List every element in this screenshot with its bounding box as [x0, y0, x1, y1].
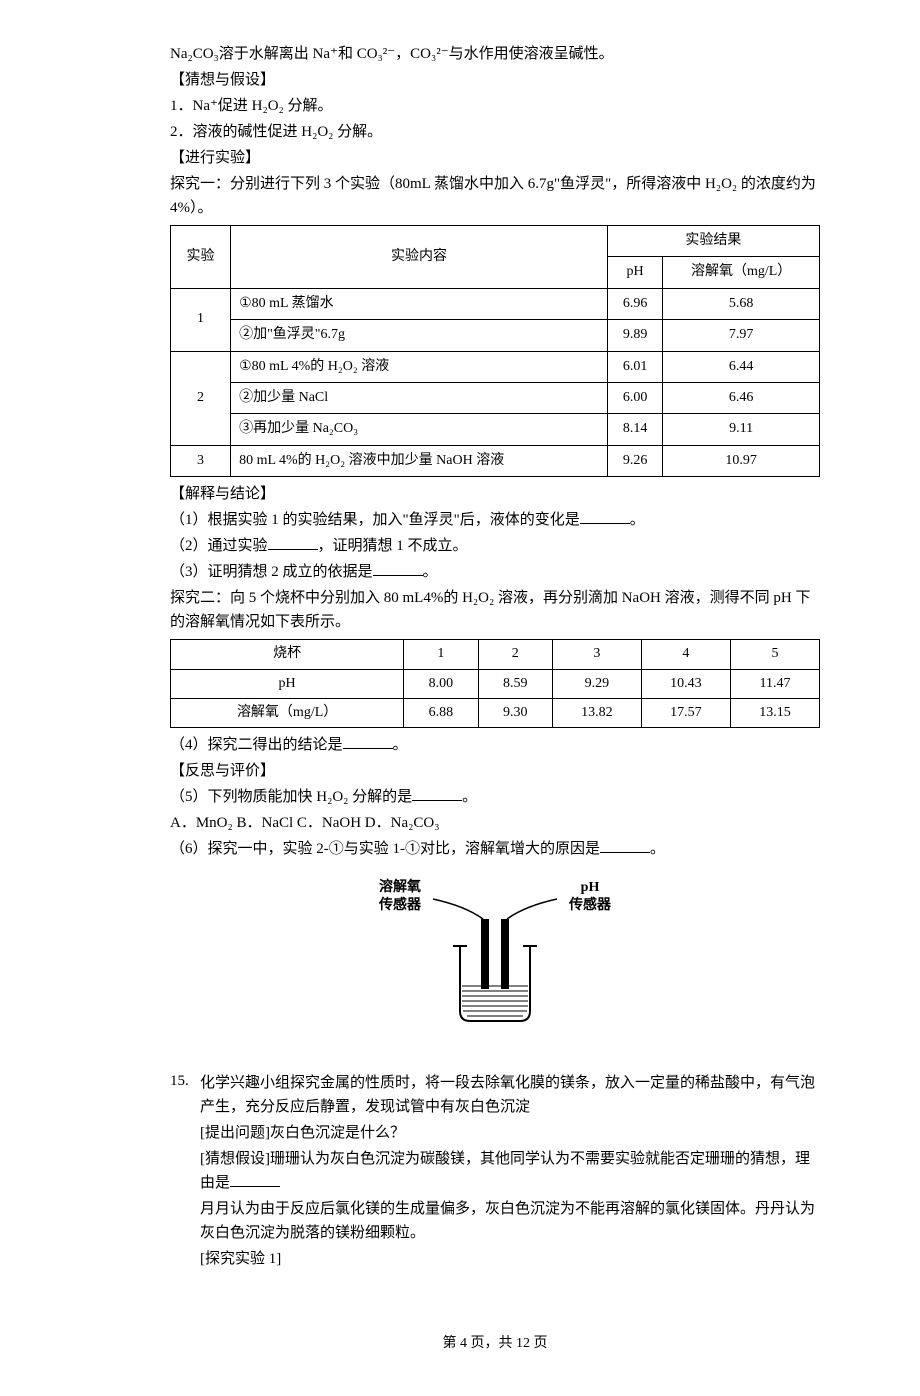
question-6: （6）探究一中，实验 2-①与实验 1-①对比，溶解氧增大的原因是 。	[170, 837, 820, 861]
t2-h2: 2	[478, 640, 552, 669]
t2-h0: 烧杯	[171, 640, 404, 669]
t1-r6-ph: 9.26	[607, 445, 662, 476]
t1-h-content: 实验内容	[231, 226, 608, 289]
page-footer: 第 4 页，共 12 页	[170, 1333, 820, 1355]
q3-text-a: （3）证明猜想 2 成立的依据是	[170, 564, 373, 580]
t2-h1: 1	[404, 640, 478, 669]
t1-r2-content: ②加"鱼浮灵"6.7g	[231, 320, 608, 351]
question-1: （1）根据实验 1 的实验结果，加入"鱼浮灵"后，液体的变化是 。	[170, 508, 820, 532]
t2-do4: 17.57	[641, 698, 730, 727]
t2-ph1: 8.00	[404, 669, 478, 698]
q15-number: 15.	[170, 1069, 200, 1093]
t1-r1-content: ①80 mL 蒸馏水	[231, 288, 608, 319]
q15-p3: [猜想假设]珊珊认为灰白色沉淀为碳酸镁，其他同学认为不需要实验就能否定珊珊的猜想…	[200, 1147, 820, 1195]
q4-blank[interactable]	[343, 734, 393, 749]
t2-do2: 9.30	[478, 698, 552, 727]
q2-text-a: （2）通过实验	[170, 538, 268, 554]
inquiry-1-intro: 探究一：分别进行下列 3 个实验（80mL 蒸馏水中加入 6.7g"鱼浮灵"，所…	[170, 172, 820, 220]
t1-r3-ph: 6.01	[607, 351, 662, 382]
heading-experiment: 【进行实验】	[170, 146, 820, 170]
t1-h-do: 溶解氧（mg/L）	[663, 257, 820, 288]
q15-p4: 月月认为由于反应后氯化镁的生成量偏多，灰白色沉淀为不能再溶解的氯化镁固体。丹丹认…	[200, 1197, 820, 1245]
heading-conclusion: 【解释与结论】	[170, 482, 820, 506]
t1-r6-content: 80 mL 4%的 H₂O₂ 溶液中加少量 NaOH 溶液	[231, 445, 608, 476]
q5-text-a: （5）下列物质能加快 H₂O₂ 分解的是	[170, 789, 412, 805]
sensor-diagram: 溶解氧 传感器 pH 传感器	[170, 871, 820, 1039]
question-2: （2）通过实验 ，证明猜想 1 不成立。	[170, 534, 820, 558]
t1-h-ph: pH	[607, 257, 662, 288]
t1-r4-content: ②加少量 NaCl	[231, 382, 608, 413]
q4-text-a: （4）探究二得出的结论是	[170, 737, 343, 753]
label-left-1: 溶解氧	[379, 878, 421, 895]
q15-blank[interactable]	[230, 1172, 280, 1187]
q6-blank[interactable]	[600, 838, 650, 853]
t2-ph0: pH	[171, 669, 404, 698]
intro-p0: Na₂CO₃溶于水解离出 Na⁺和 CO₃²⁻，CO₃²⁻与水作用使溶液呈碱性。	[170, 42, 820, 66]
q1-blank[interactable]	[580, 509, 630, 524]
question-3: （3）证明猜想 2 成立的依据是 。	[170, 560, 820, 584]
question-5-options: A．MnO₂ B．NaCl C．NaOH D．Na₂CO₃	[170, 811, 820, 835]
t2-ph2: 8.59	[478, 669, 552, 698]
t1-r3-content: ①80 mL 4%的 H₂O₂ 溶液	[231, 351, 608, 382]
t1-h-result: 实验结果	[607, 226, 819, 257]
t1-r2-ph: 9.89	[607, 320, 662, 351]
q15-p3a: [猜想假设]珊珊认为灰白色沉淀为碳酸镁，其他同学认为不需要实验就能否定珊珊的猜想…	[200, 1151, 810, 1191]
t1-exp1: 1	[171, 288, 231, 351]
question-4: （4）探究二得出的结论是 。	[170, 733, 820, 757]
experiment-table-1: 实验 实验内容 实验结果 pH 溶解氧（mg/L） 1 ①80 mL 蒸馏水 6…	[170, 225, 820, 477]
t2-h4: 4	[641, 640, 730, 669]
q2-text-b: ，证明猜想 1 不成立。	[318, 538, 468, 554]
t2-do3: 13.82	[552, 698, 641, 727]
t1-r4-do: 6.46	[663, 382, 820, 413]
t1-r5-do: 9.11	[663, 414, 820, 445]
t2-ph4: 10.43	[641, 669, 730, 698]
q1-text-a: （1）根据实验 1 的实验结果，加入"鱼浮灵"后，液体的变化是	[170, 512, 580, 528]
q5-text-b: 。	[462, 789, 477, 805]
heading-hypothesis: 【猜想与假设】	[170, 68, 820, 92]
t1-exp2: 2	[171, 351, 231, 445]
t2-do0: 溶解氧（mg/L）	[171, 698, 404, 727]
t1-r1-do: 5.68	[663, 288, 820, 319]
heading-reflection: 【反思与评价】	[170, 759, 820, 783]
hypothesis-1: 1．Na⁺促进 H₂O₂ 分解。	[170, 94, 820, 118]
t1-h-exp: 实验	[171, 226, 231, 289]
question-15: 15. 化学兴趣小组探究金属的性质时，将一段去除氧化膜的镁条，放入一定量的稀盐酸…	[170, 1069, 820, 1273]
q6-text-a: （6）探究一中，实验 2-①与实验 1-①对比，溶解氧增大的原因是	[170, 841, 600, 857]
q4-text-b: 。	[393, 737, 408, 753]
q15-p5: [探究实验 1]	[200, 1247, 820, 1271]
t1-r1-ph: 6.96	[607, 288, 662, 319]
inquiry-2-intro: 探究二：向 5 个烧杯中分别加入 80 mL4%的 H₂O₂ 溶液，再分别滴加 …	[170, 586, 820, 634]
t1-exp3: 3	[171, 445, 231, 476]
label-right-2: 传感器	[568, 896, 612, 913]
q2-blank[interactable]	[268, 535, 318, 550]
t1-r2-do: 7.97	[663, 320, 820, 351]
t1-r4-ph: 6.00	[607, 382, 662, 413]
question-5: （5）下列物质能加快 H₂O₂ 分解的是 。	[170, 785, 820, 809]
t1-r6-do: 10.97	[663, 445, 820, 476]
q5-blank[interactable]	[412, 786, 462, 801]
label-right-1: pH	[581, 880, 600, 895]
q6-text-b: 。	[650, 841, 665, 857]
q3-text-b: 。	[423, 564, 438, 580]
t1-r3-do: 6.44	[663, 351, 820, 382]
q1-text-b: 。	[630, 512, 645, 528]
q15-p2: [提出问题]灰白色沉淀是什么？	[200, 1121, 820, 1145]
t2-do1: 6.88	[404, 698, 478, 727]
label-left-2: 传感器	[378, 896, 422, 913]
hypothesis-2: 2．溶液的碱性促进 H₂O₂ 分解。	[170, 120, 820, 144]
t2-do5: 13.15	[730, 698, 819, 727]
t1-r5-ph: 8.14	[607, 414, 662, 445]
t2-h3: 3	[552, 640, 641, 669]
q3-blank[interactable]	[373, 561, 423, 576]
q15-p1: 化学兴趣小组探究金属的性质时，将一段去除氧化膜的镁条，放入一定量的稀盐酸中，有气…	[200, 1071, 820, 1119]
t2-ph5: 11.47	[730, 669, 819, 698]
t2-ph3: 9.29	[552, 669, 641, 698]
experiment-table-2: 烧杯 1 2 3 4 5 pH 8.00 8.59 9.29 10.43 11.…	[170, 639, 820, 728]
t2-h5: 5	[730, 640, 819, 669]
t1-r5-content: ③再加少量 Na₂CO₃	[231, 414, 608, 445]
